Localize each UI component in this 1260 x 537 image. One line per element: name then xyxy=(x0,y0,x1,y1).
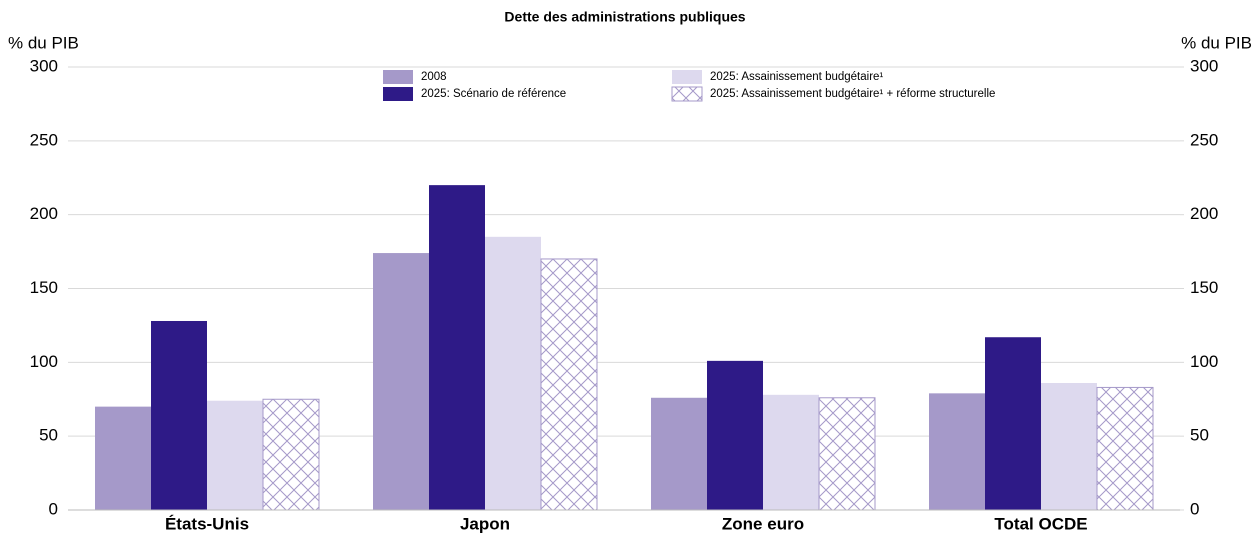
y2-tick-label: 50 xyxy=(1190,426,1209,445)
y-tick-label: 100 xyxy=(30,352,58,371)
legend-label: 2025: Assainissement budgétaire¹ xyxy=(710,71,883,83)
bar xyxy=(707,360,763,510)
y2-tick-label: 100 xyxy=(1190,352,1218,371)
legend-label: 2008 xyxy=(421,71,447,83)
bar xyxy=(763,394,819,510)
y-tick-label: 0 xyxy=(49,499,58,518)
y2-tick-label: 250 xyxy=(1190,130,1218,149)
x-tick-label: Japon xyxy=(460,514,510,533)
bar xyxy=(651,397,707,510)
y-tick-label: 50 xyxy=(39,426,58,445)
y2-axis-label: % du PIB xyxy=(1181,33,1252,52)
x-tick-label: États-Unis xyxy=(165,514,249,533)
bar xyxy=(95,406,151,510)
y-tick-label: 200 xyxy=(30,204,58,223)
bar xyxy=(151,320,207,510)
x-tick-label: Zone euro xyxy=(722,514,804,533)
chart-title: Dette des administrations publiques xyxy=(504,9,745,25)
bar xyxy=(207,400,263,510)
x-tick-label: Total OCDE xyxy=(994,514,1087,533)
y2-tick-label: 300 xyxy=(1190,56,1218,75)
bar xyxy=(485,236,541,511)
y-tick-label: 300 xyxy=(30,56,58,75)
y2-tick-label: 200 xyxy=(1190,204,1218,223)
bar xyxy=(373,253,429,510)
y-tick-label: 150 xyxy=(30,278,58,297)
bar xyxy=(1096,386,1154,511)
bar xyxy=(262,398,320,511)
y-axis-label: % du PIB xyxy=(8,33,79,52)
legend-label: 2025: Assainissement budgétaire¹ + réfor… xyxy=(710,88,995,100)
legend-swatch xyxy=(671,86,703,102)
bar xyxy=(985,337,1041,510)
bar xyxy=(818,397,876,511)
legend-swatch xyxy=(383,70,413,84)
bar xyxy=(429,185,485,510)
bar xyxy=(1041,383,1097,510)
legend-swatch xyxy=(672,70,702,84)
bar xyxy=(540,258,598,511)
bar xyxy=(929,393,985,510)
y2-tick-label: 0 xyxy=(1190,499,1199,518)
legend-label: 2025: Scénario de référence xyxy=(421,88,566,100)
y2-tick-label: 150 xyxy=(1190,278,1218,297)
legend-swatch xyxy=(383,87,413,101)
y-tick-label: 250 xyxy=(30,130,58,149)
